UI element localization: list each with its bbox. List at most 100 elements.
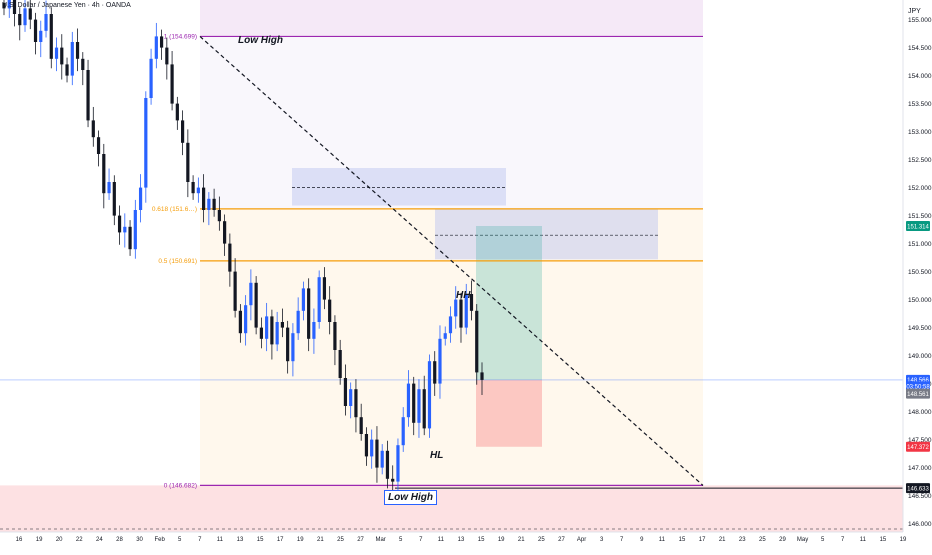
x-tick-label: 15 [679, 537, 686, 543]
candle-body [475, 310, 479, 373]
demand-pink-zone [0, 485, 903, 532]
candle-body [44, 14, 48, 31]
candle-body [96, 137, 101, 154]
x-tick-label: 5 [399, 537, 403, 543]
price-tag [906, 441, 930, 452]
candle-body [175, 103, 179, 121]
candle-body [280, 322, 284, 328]
candle-body [438, 338, 442, 384]
y-tick-label: 148.000 [908, 409, 932, 416]
candle-body [433, 361, 437, 384]
candle-body [291, 333, 295, 362]
candle-body [133, 210, 137, 250]
x-tick-label: 11 [217, 537, 224, 543]
candle-body [249, 282, 253, 306]
candle-body [333, 322, 337, 350]
x-tick-label: 15 [478, 537, 485, 543]
y-tick-label: 146.500 [908, 493, 932, 500]
candle-body [23, 8, 27, 26]
candle-body [49, 14, 53, 59]
hl-label: HL [430, 450, 444, 461]
y-tick-label: 147.500 [908, 437, 932, 444]
price-tag [906, 221, 930, 232]
candle-body [107, 182, 111, 194]
x-tick-label: 15 [880, 537, 887, 543]
candle-body [364, 434, 369, 457]
candle-body [301, 288, 306, 311]
candle-body [60, 47, 64, 65]
candle-body [270, 316, 274, 345]
upper-fib-zone [200, 36, 703, 209]
y-tick-label: 146.000 [908, 521, 932, 528]
low-high-bottom-label: Low High [384, 490, 437, 505]
price-tag-label: 151.314 [907, 224, 929, 230]
candle-body [480, 372, 484, 380]
candle-body [12, 0, 17, 14]
candle-body [338, 350, 342, 378]
candle-body [343, 378, 348, 406]
candle-body [202, 187, 206, 210]
candle-body [244, 305, 248, 334]
candle-body [159, 36, 164, 48]
candle-body [191, 182, 195, 194]
x-tick-label: 15 [257, 537, 264, 543]
symbol-title: U.S. Dollar / Japanese Yen · 4h · OANDA [2, 2, 131, 9]
price-tag [906, 388, 930, 399]
candle-body [165, 47, 169, 65]
candle-body [317, 277, 321, 322]
x-tick-label: 25 [337, 537, 344, 543]
fib-level-label: 0.618 (151.6…) [152, 206, 197, 213]
y-tick-label: 151.000 [908, 241, 932, 248]
x-tick-label: Apr [577, 537, 586, 543]
candle-body [75, 42, 80, 59]
candle-body [328, 299, 332, 322]
candle-body [33, 19, 38, 42]
candle-body [349, 389, 353, 406]
x-axis: 16 19 20 22 24 28 30 Feb 5 7 11 13 15 17 19 21 25 27 Mar 5 7… [0, 531, 907, 543]
candle-body [91, 120, 95, 138]
candle-body [207, 198, 211, 210]
candle-body [18, 14, 22, 26]
price-tag-label: 148.561 [907, 392, 929, 398]
price-tag-label: 147.372 [907, 445, 929, 451]
y-tick-label: 155.000 [908, 17, 932, 24]
candle-body [180, 120, 185, 143]
candle-body [102, 154, 106, 194]
x-tick-label: May [797, 537, 808, 543]
y-tick-label: 149.500 [908, 325, 932, 332]
price-tag [906, 483, 930, 494]
price-tag-label: 03:50:58 [906, 385, 930, 391]
x-tick-label: 21 [317, 537, 324, 543]
y-tick-label: 152.000 [908, 185, 932, 192]
candle-body [196, 187, 200, 194]
fib-level-label: 0.5 (150.691) [158, 258, 197, 265]
candle-body [354, 389, 358, 418]
candle-body [54, 47, 59, 59]
x-tick-label: 20 [56, 537, 63, 543]
candle-body [322, 277, 327, 300]
candle-body [123, 226, 127, 233]
x-tick-label: 19 [498, 537, 505, 543]
y-tick-label: 150.500 [908, 269, 932, 276]
x-tick-label: 27 [357, 537, 364, 543]
x-tick-label: 25 [538, 537, 545, 543]
candle-body [412, 383, 416, 423]
candle-body [7, 0, 11, 9]
candle-body [186, 142, 190, 182]
candle-body [312, 322, 316, 339]
y-tick-label: 154.000 [908, 73, 932, 80]
price-tag-label: 148.566 [907, 378, 929, 384]
x-tick-label: Feb [154, 537, 165, 543]
candle-body [391, 478, 395, 482]
x-tick-label: 25 [759, 537, 766, 543]
candle-body [149, 58, 153, 98]
position-target-zone [476, 226, 542, 380]
candle-body [212, 198, 216, 210]
x-tick-label: 11 [659, 537, 666, 543]
candle-body [286, 327, 290, 362]
y-tick-label: 151.500 [908, 213, 932, 220]
candle-body [443, 333, 447, 339]
x-tick-label: 7 [198, 537, 202, 543]
